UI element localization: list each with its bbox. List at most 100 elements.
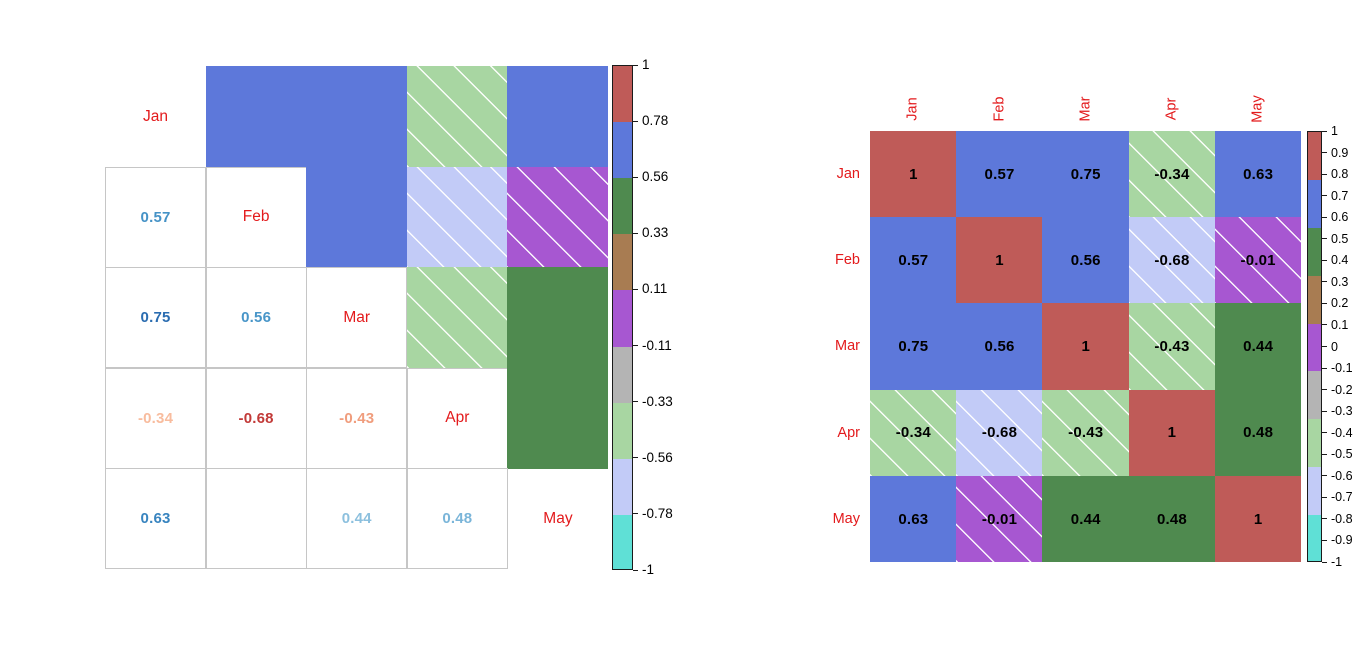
upper-color-cell: [406, 66, 508, 168]
colorbar-band: [1308, 323, 1321, 373]
correlation-cell: 1: [870, 131, 957, 218]
correlation-cell: 0.48: [1214, 389, 1302, 477]
colorbar-tick: [633, 345, 638, 347]
colorbar-tick: [1322, 152, 1327, 154]
row-label: Apr: [837, 424, 860, 441]
colorbar-tick-label: 0.78: [642, 113, 669, 129]
colorbar-tick-label: -0.2: [1331, 382, 1353, 397]
column-label: Feb: [956, 71, 1042, 122]
column-label: Apr: [1129, 71, 1215, 121]
colorbar-tick-label: 0.7: [1331, 188, 1349, 203]
upper-color-cell: [205, 66, 307, 168]
colorbar-tick-label: -1: [642, 562, 655, 577]
colorbar-tick-label: -0.3: [1331, 404, 1353, 419]
correlation-value: 0.57: [898, 252, 929, 270]
correlation-cell: -0.68: [1128, 217, 1216, 304]
lower-number-cell: 0.57: [105, 166, 207, 268]
colorbar-tick: [633, 401, 638, 403]
colorbar-tick-label: -0.1: [1331, 361, 1353, 376]
correlation-cell: 0.75: [1042, 131, 1130, 218]
correlation-cell: 0.57: [870, 217, 957, 304]
column-label: Jan: [870, 71, 956, 120]
colorbar-tick-label: 0.4: [1331, 253, 1349, 268]
row-label: Feb: [835, 252, 860, 269]
lower-number-cell: -0.34: [105, 367, 207, 469]
correlation-cell: -0.01: [956, 475, 1043, 563]
colorbar-tick-label: 1: [642, 57, 650, 72]
correlation-cell: 0.44: [1042, 475, 1130, 563]
correlation-value: 1: [1167, 424, 1177, 442]
colorbar-tick: [1322, 238, 1327, 240]
colorbar-tick-label: 0.5: [1331, 231, 1349, 246]
colorbar-tick-label: -0.6: [1331, 468, 1353, 483]
colorbar-tick: [1322, 410, 1327, 412]
diagonal-month-label: Jan: [143, 107, 169, 125]
correlation-value: -0.34: [895, 424, 931, 442]
diagonal-month-label: May: [543, 509, 573, 527]
colorbar-frame: [1307, 131, 1322, 562]
lower-number-cell: -0.68: [205, 367, 307, 469]
colorbar-band: [1308, 419, 1321, 469]
colorbar-band: [1308, 227, 1321, 277]
colorbar-tick-label: -1: [1331, 555, 1343, 569]
colorbar-band: [1308, 179, 1321, 229]
correlation-value: 0.44: [1070, 510, 1101, 528]
colorbar-tick: [1322, 561, 1327, 563]
correlation-cell: 1: [1128, 389, 1216, 477]
column-label-text: May: [1249, 95, 1266, 123]
colorbar-tick-label: -0.5: [1331, 447, 1353, 462]
colorbar-tick: [633, 176, 638, 178]
correlation-value: 0.63: [1243, 165, 1274, 183]
correlation-value: 0.75: [1070, 165, 1101, 183]
colorbar-tick: [633, 64, 638, 66]
correlation-cell: 0.56: [956, 303, 1043, 391]
colorbar-tick-label: -0.78: [642, 505, 673, 521]
diagonal-month-label: Feb: [205, 166, 307, 268]
colorbar-tick: [1322, 518, 1327, 520]
lower-number-cell: 0.75: [105, 267, 207, 369]
upper-color-cell: [507, 267, 609, 369]
correlation-cell: 0.56: [1042, 217, 1130, 304]
colorbar-band: [1308, 467, 1321, 516]
correlation-cell: -0.43: [1128, 303, 1216, 391]
colorbar-band: [1308, 275, 1321, 325]
upper-color-cell: [507, 367, 609, 469]
colorbar-tick: [1322, 216, 1327, 218]
correlation-value: -0.34: [1154, 165, 1190, 183]
colorbar-tick: [1322, 259, 1327, 261]
colorbar-tick: [1322, 432, 1327, 434]
colorbar-tick: [1322, 367, 1327, 369]
colorbar-tick: [633, 288, 638, 290]
correlation-cell: -0.34: [1128, 131, 1216, 218]
colorbar-band: [613, 66, 632, 123]
colorbar-tick: [633, 569, 638, 571]
upper-color-cell: [406, 267, 508, 369]
column-label-text: Apr: [1163, 97, 1180, 121]
colorbar-band: [613, 234, 632, 292]
colorbar-tick: [633, 232, 638, 234]
colorbar-band: [613, 346, 632, 404]
colorbar-tick: [633, 457, 638, 459]
right-colorbar: 1 0.9 0.8 0.7 0.6 0.5 0.4 0.3 0.2 0.1 0 -0.1 -0.2 -0.…: [1307, 124, 1353, 569]
correlation-cell: 0.44: [1214, 303, 1302, 391]
colorbar-tick-label: 0.6: [1331, 210, 1349, 225]
correlation-value: -0.68: [1154, 252, 1190, 270]
colorbar-tick-label: -0.9: [1331, 533, 1353, 548]
lower-number-cell: 0.48: [406, 468, 508, 570]
colorbar-band: [613, 514, 632, 569]
column-label: Mar: [1042, 71, 1128, 122]
correlation-cell: 0.63: [870, 475, 957, 563]
colorbar-tick-label: 0.33: [642, 225, 669, 241]
row-label: Jan: [836, 166, 860, 183]
colorbar-band: [1308, 132, 1321, 181]
correlation-cell: 0.57: [956, 131, 1043, 218]
colorbar-band: [613, 458, 632, 516]
colorbar-tick: [1322, 346, 1327, 347]
upper-color-cell: [507, 166, 609, 268]
row-label: Mar: [835, 338, 860, 355]
lower-number-cell: [205, 468, 307, 570]
lower-number-cell: -0.43: [306, 367, 408, 469]
colorbar-tick: [1322, 302, 1327, 304]
column-label: May: [1215, 71, 1301, 122]
correlation-value: 0.56: [984, 338, 1015, 356]
